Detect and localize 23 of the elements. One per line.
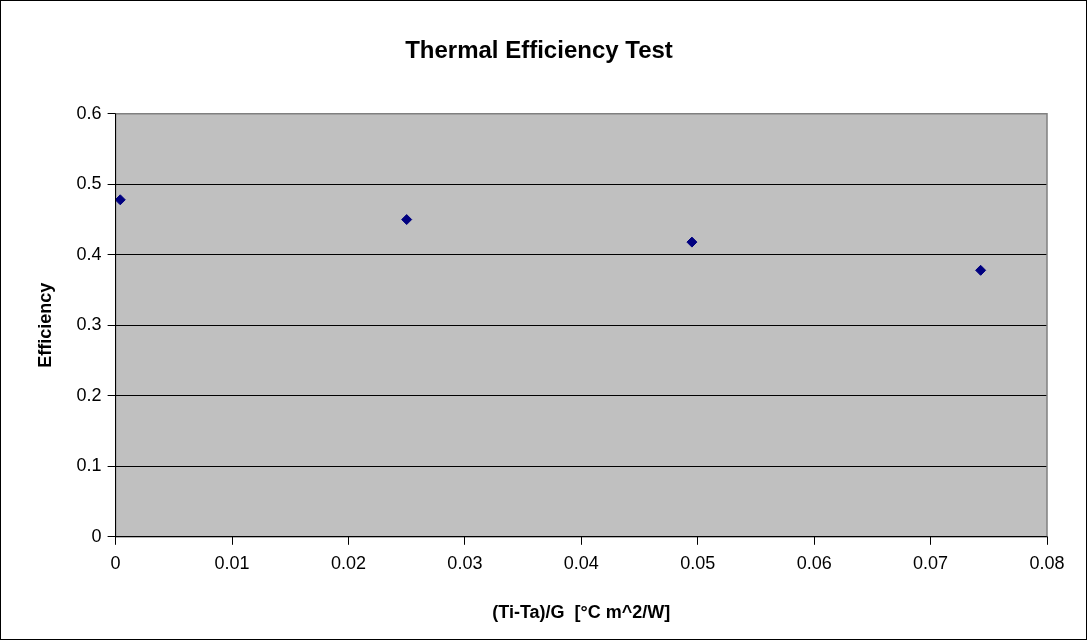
y-tick-label: 0.2 bbox=[76, 384, 102, 405]
y-tick-label: 0.4 bbox=[76, 243, 102, 264]
point bbox=[401, 214, 413, 226]
x-tick-label: 0.07 bbox=[913, 552, 949, 573]
point bbox=[115, 194, 126, 206]
x-tick-label: 0.08 bbox=[1029, 552, 1065, 573]
x-tick-label: 0 bbox=[110, 552, 121, 573]
x-tick-label: 0.06 bbox=[796, 552, 832, 573]
point bbox=[686, 236, 698, 248]
x-tick-label: 0.03 bbox=[447, 552, 483, 573]
x-tick-label: 0.02 bbox=[330, 552, 366, 573]
x-tick-label: 0.05 bbox=[680, 552, 716, 573]
y-tick-label: 0.5 bbox=[76, 173, 102, 194]
x-tick-label: 0.01 bbox=[214, 552, 250, 573]
y-tick-label: 0.1 bbox=[76, 455, 102, 476]
y-tick-label: 0 bbox=[91, 525, 102, 546]
x-axis-title: (Ti-Ta)/G [°C m^2/W] bbox=[492, 602, 671, 623]
x-tick-label: 0.04 bbox=[563, 552, 599, 573]
y-tick-label: 0.3 bbox=[76, 314, 102, 335]
y-axis-title: Efficiency bbox=[34, 282, 55, 368]
point bbox=[975, 264, 987, 276]
chart-title: Thermal Efficiency Test bbox=[405, 36, 673, 64]
y-tick-label: 0.6 bbox=[76, 102, 102, 123]
